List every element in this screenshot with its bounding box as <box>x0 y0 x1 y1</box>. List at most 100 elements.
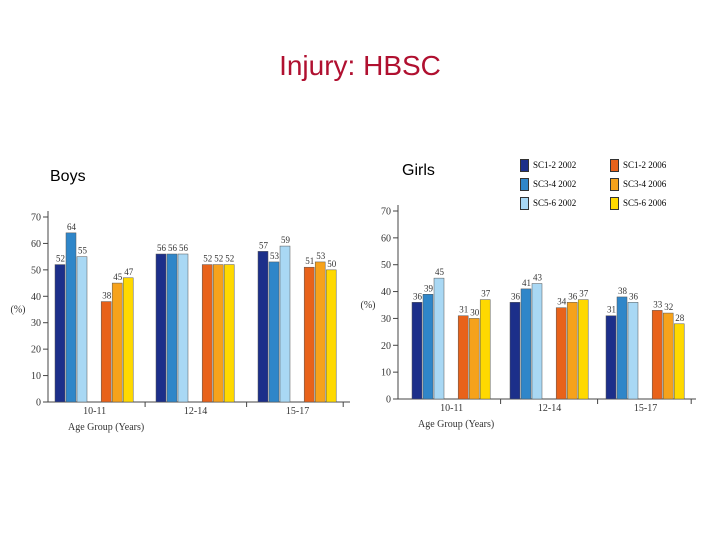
data-label: 50 <box>327 259 337 269</box>
bar <box>509 302 521 400</box>
y-tick-label: 0 <box>386 395 391 406</box>
legend-item: SC5-6 2002 <box>520 195 576 211</box>
legend-swatch <box>520 158 529 172</box>
bar <box>325 269 337 403</box>
legend-swatch <box>610 177 619 191</box>
data-label: 53 <box>270 251 280 261</box>
data-label: 39 <box>424 283 434 293</box>
bar <box>122 277 134 403</box>
y-axis-label: (%) <box>11 305 26 316</box>
x-tick-label: 12-14 <box>184 406 207 417</box>
legend-item: SC3-4 2006 <box>610 176 666 192</box>
x-tick-label: 15-17 <box>286 406 309 417</box>
data-label: 43 <box>533 273 543 283</box>
bar <box>411 302 423 400</box>
data-label: 52 <box>56 254 65 264</box>
data-label: 38 <box>102 291 112 301</box>
data-label: 47 <box>124 267 134 277</box>
data-label: 32 <box>664 302 673 312</box>
legend-label: SC3-4 2006 <box>623 179 667 189</box>
bar <box>155 253 167 403</box>
y-tick-label: 40 <box>381 287 391 298</box>
bar <box>223 264 235 403</box>
x-tick-label: 12-14 <box>538 403 561 414</box>
data-label: 36 <box>511 291 521 301</box>
data-label: 56 <box>168 243 178 253</box>
data-label: 59 <box>281 235 291 245</box>
bar <box>662 312 674 400</box>
data-label: 51 <box>305 256 314 266</box>
legend-label: SC5-6 2006 <box>623 198 667 208</box>
x-axis-label: Age Group (Years) <box>418 419 494 430</box>
boys-panel-label: Boys <box>50 168 86 185</box>
legend-swatch <box>520 177 529 191</box>
y-tick-label: 10 <box>381 368 391 379</box>
bar <box>673 323 685 400</box>
y-tick-label: 0 <box>36 398 41 409</box>
chart-legend: SC1-2 2002 SC3-4 2002 SC5-6 2002 SC1-2 2… <box>520 157 710 213</box>
data-label: 41 <box>522 278 531 288</box>
bar <box>257 251 269 403</box>
legend-label: SC1-2 2006 <box>623 160 667 170</box>
girls-panel-label: Girls <box>402 162 435 179</box>
data-label: 34 <box>557 297 567 307</box>
data-label: 37 <box>579 289 589 299</box>
bar <box>111 282 123 403</box>
bar <box>627 302 639 400</box>
y-tick-label: 60 <box>31 239 41 250</box>
bar <box>100 301 112 403</box>
y-tick-label: 40 <box>31 292 41 303</box>
bar <box>268 261 280 403</box>
legend-swatch <box>610 158 619 172</box>
bar <box>433 277 445 400</box>
bar <box>468 318 480 400</box>
bar <box>303 266 315 403</box>
data-label: 36 <box>413 291 423 301</box>
data-label: 30 <box>470 307 480 317</box>
data-label: 28 <box>675 313 685 323</box>
bar <box>555 307 567 400</box>
bar <box>457 315 469 400</box>
data-label: 52 <box>203 254 212 264</box>
data-label: 52 <box>225 254 234 264</box>
y-tick-label: 30 <box>31 318 41 329</box>
bar <box>279 245 291 403</box>
slide-title: Injury: HBSC <box>279 50 441 81</box>
legend-label: SC1-2 2002 <box>533 160 577 170</box>
data-label: 53 <box>316 251 326 261</box>
y-tick-label: 60 <box>381 233 391 244</box>
data-label: 57 <box>259 240 269 250</box>
data-label: 52 <box>214 254 223 264</box>
legend-item: SC3-4 2002 <box>520 176 576 192</box>
bar <box>65 232 77 403</box>
bar <box>605 315 617 400</box>
data-label: 56 <box>157 243 167 253</box>
legend-item: SC1-2 2006 <box>610 157 666 173</box>
legend-item: SC5-6 2006 <box>610 195 666 211</box>
data-label: 45 <box>435 267 445 277</box>
bar <box>566 302 578 400</box>
bar <box>54 264 66 403</box>
bar <box>201 264 213 403</box>
bar <box>177 253 189 403</box>
y-tick-label: 30 <box>381 314 391 325</box>
y-tick-label: 10 <box>31 371 41 382</box>
data-label: 64 <box>67 222 77 232</box>
x-axis-label: Age Group (Years) <box>68 422 144 433</box>
data-label: 31 <box>459 305 468 315</box>
bar <box>166 253 178 403</box>
y-tick-label: 70 <box>31 213 41 224</box>
x-tick-label: 10-11 <box>83 406 106 417</box>
x-tick-label: 10-11 <box>440 403 463 414</box>
y-tick-label: 70 <box>381 207 391 218</box>
bar <box>531 283 543 400</box>
data-label: 56 <box>179 243 189 253</box>
bar <box>651 310 663 400</box>
bar <box>479 299 491 400</box>
legend-label: SC3-4 2002 <box>533 179 577 189</box>
data-label: 33 <box>653 299 663 309</box>
y-tick-label: 20 <box>31 345 41 356</box>
y-tick-label: 50 <box>31 265 41 276</box>
legend-item: SC1-2 2002 <box>520 157 576 173</box>
